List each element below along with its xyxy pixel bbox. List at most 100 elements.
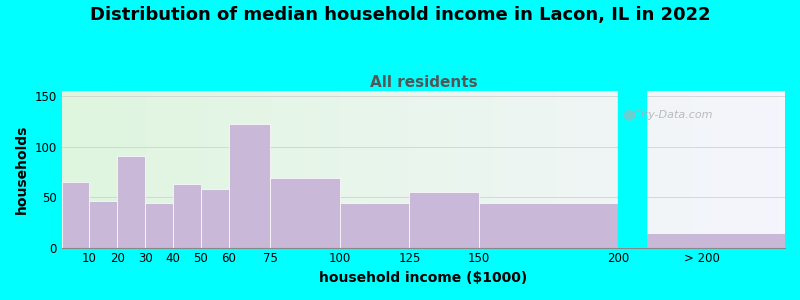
- Bar: [394, 91, 397, 248]
- Bar: [351, 91, 354, 248]
- Bar: [498, 91, 501, 248]
- Bar: [654, 91, 658, 248]
- Bar: [778, 91, 780, 248]
- Bar: [387, 91, 390, 248]
- Bar: [288, 91, 290, 248]
- Bar: [618, 91, 621, 248]
- Bar: [151, 91, 154, 248]
- Bar: [233, 91, 235, 248]
- Bar: [532, 91, 534, 248]
- Bar: [466, 91, 469, 248]
- Bar: [773, 91, 775, 248]
- Bar: [300, 91, 302, 248]
- Bar: [339, 91, 342, 248]
- Bar: [180, 91, 182, 248]
- Bar: [161, 91, 163, 248]
- Bar: [146, 91, 149, 248]
- Bar: [228, 91, 230, 248]
- Bar: [471, 91, 474, 248]
- Bar: [573, 91, 575, 248]
- Bar: [100, 91, 102, 248]
- Bar: [501, 91, 503, 248]
- Bar: [751, 91, 754, 248]
- Bar: [732, 91, 734, 248]
- Bar: [626, 91, 628, 248]
- Bar: [421, 91, 423, 248]
- Bar: [737, 91, 739, 248]
- Bar: [318, 91, 320, 248]
- Bar: [402, 91, 404, 248]
- Bar: [337, 91, 339, 248]
- Bar: [286, 91, 288, 248]
- Bar: [330, 91, 332, 248]
- Bar: [112, 91, 114, 248]
- Bar: [144, 91, 146, 248]
- Bar: [250, 91, 252, 248]
- Bar: [635, 91, 638, 248]
- Bar: [190, 91, 192, 248]
- Bar: [410, 192, 479, 248]
- Bar: [290, 91, 293, 248]
- Bar: [163, 91, 166, 248]
- Bar: [527, 91, 530, 248]
- Bar: [66, 91, 69, 248]
- Bar: [370, 91, 373, 248]
- Bar: [650, 91, 652, 248]
- Bar: [604, 91, 606, 248]
- Bar: [214, 91, 216, 248]
- Bar: [64, 91, 66, 248]
- Bar: [454, 91, 457, 248]
- Bar: [406, 91, 409, 248]
- Bar: [763, 91, 766, 248]
- Bar: [356, 91, 358, 248]
- Bar: [322, 91, 325, 248]
- Bar: [397, 91, 399, 248]
- Bar: [270, 178, 340, 247]
- Bar: [484, 91, 486, 248]
- Bar: [703, 91, 706, 248]
- Bar: [257, 91, 259, 248]
- Bar: [754, 91, 756, 248]
- Bar: [223, 91, 226, 248]
- Bar: [486, 91, 489, 248]
- Bar: [83, 91, 86, 248]
- Bar: [373, 91, 375, 248]
- Bar: [118, 156, 145, 248]
- Bar: [206, 91, 209, 248]
- Bar: [730, 91, 732, 248]
- Bar: [645, 91, 647, 248]
- Bar: [344, 91, 346, 248]
- Bar: [382, 91, 385, 248]
- Bar: [756, 91, 758, 248]
- Bar: [621, 91, 623, 248]
- Bar: [542, 91, 544, 248]
- Bar: [423, 91, 426, 248]
- Bar: [442, 91, 445, 248]
- Bar: [614, 91, 616, 248]
- Bar: [618, 233, 785, 248]
- Bar: [354, 91, 356, 248]
- Bar: [670, 91, 672, 248]
- Bar: [554, 91, 556, 248]
- Bar: [464, 91, 466, 248]
- Bar: [185, 91, 187, 248]
- Bar: [549, 91, 551, 248]
- Bar: [445, 91, 447, 248]
- Bar: [254, 91, 257, 248]
- Bar: [139, 91, 142, 248]
- Bar: [520, 91, 522, 248]
- Bar: [616, 91, 618, 248]
- Bar: [197, 91, 199, 248]
- Bar: [749, 91, 751, 248]
- Bar: [537, 91, 539, 248]
- Bar: [602, 91, 604, 248]
- Bar: [145, 203, 173, 248]
- Bar: [242, 91, 245, 248]
- Bar: [378, 91, 380, 248]
- Bar: [662, 91, 665, 248]
- Bar: [766, 91, 768, 248]
- Bar: [266, 91, 269, 248]
- Bar: [770, 91, 773, 248]
- Bar: [628, 91, 630, 248]
- Bar: [679, 91, 682, 248]
